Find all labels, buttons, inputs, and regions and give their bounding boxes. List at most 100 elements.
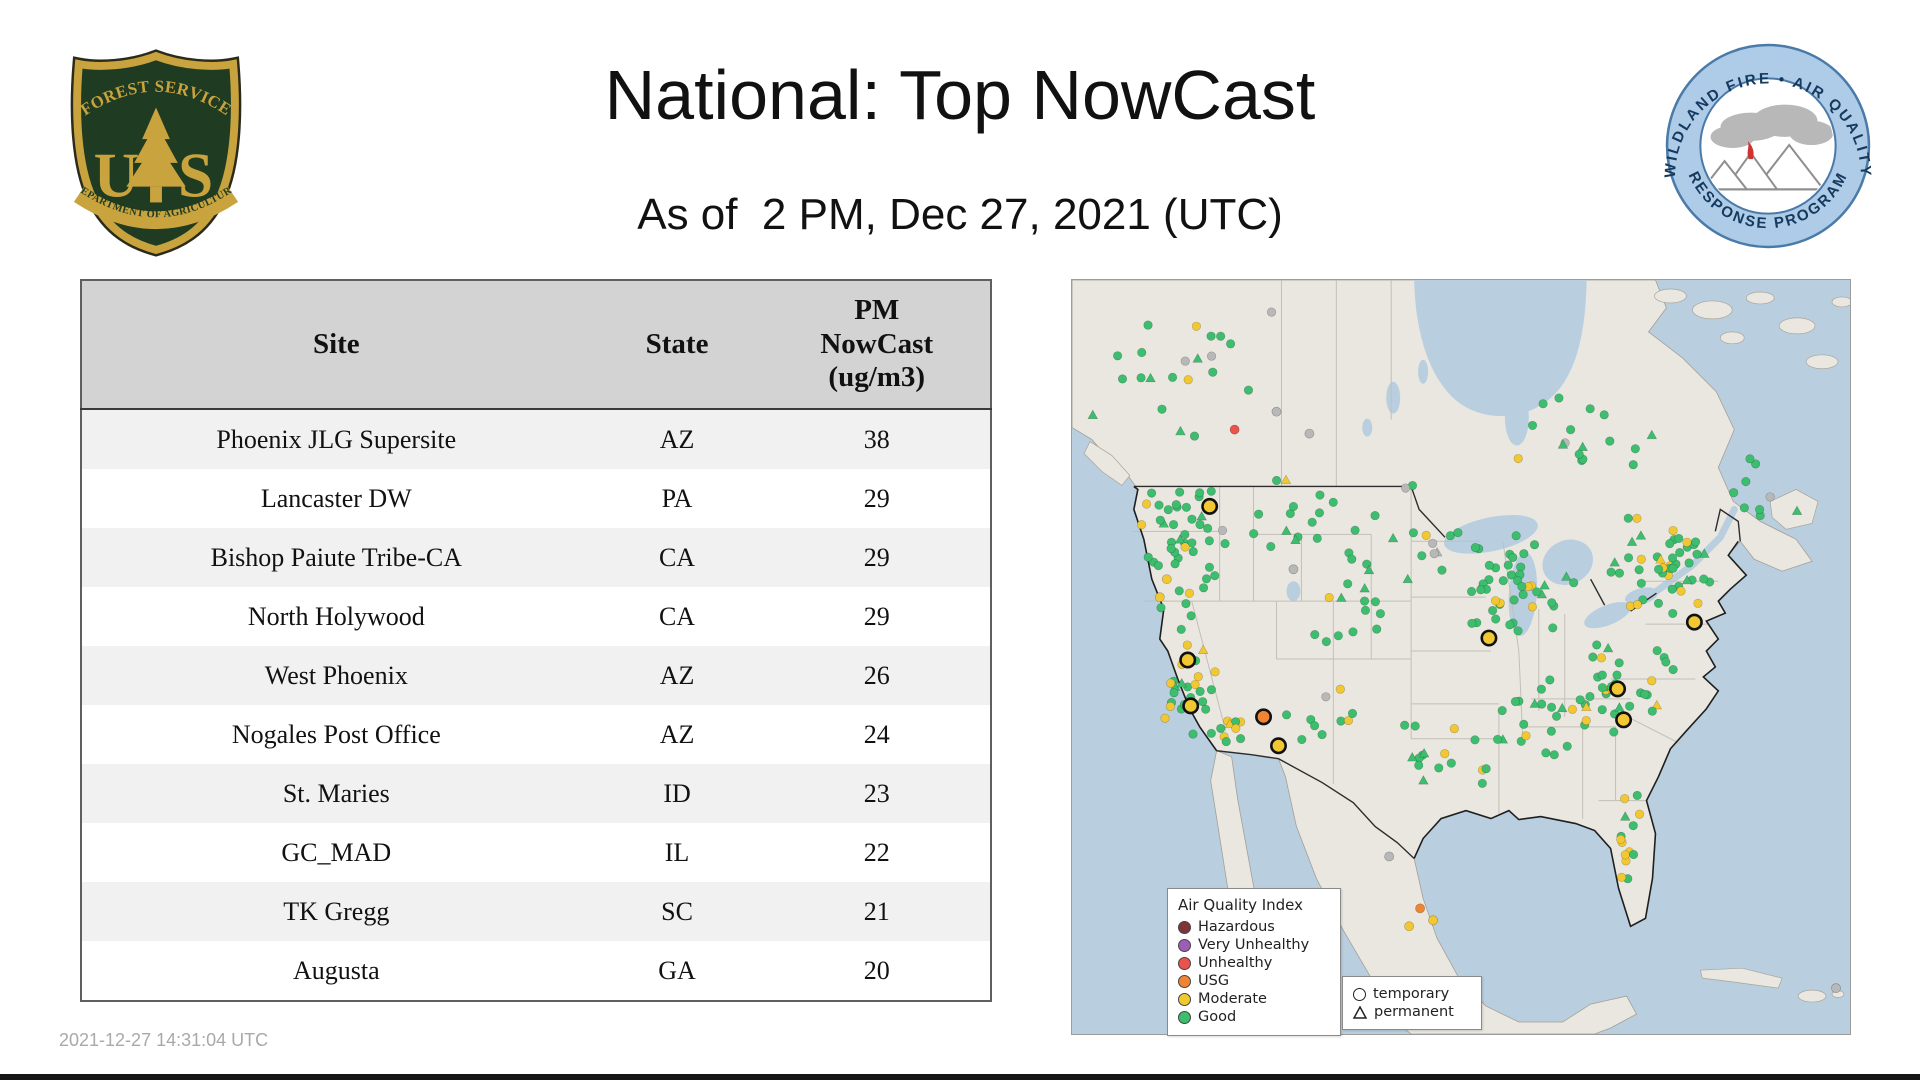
pm-nowcast-cell: 29 xyxy=(863,542,890,572)
state-cell: SC xyxy=(661,896,693,926)
temporary-monitor-dot xyxy=(1497,705,1507,716)
temporary-monitor-dot xyxy=(1527,420,1538,431)
temporary-monitor-dot xyxy=(1206,728,1216,738)
temporary-monitor-dot xyxy=(1243,385,1254,395)
temporary-monitor-dot xyxy=(1297,734,1307,745)
permanent-monitor-dot xyxy=(1363,564,1375,575)
temporary-monitor-dot xyxy=(1446,758,1456,768)
pm-nowcast-cell: 21 xyxy=(863,896,890,926)
arctic-island xyxy=(1692,300,1733,320)
temporary-monitor-dot xyxy=(1350,525,1360,535)
temporary-monitor-dot xyxy=(1336,716,1346,726)
temporary-monitor-dot xyxy=(1307,517,1317,527)
temporary-monitor-dot xyxy=(1693,598,1703,608)
report-time-subtitle: As of 2 PM, Dec 27, 2021 (UTC) xyxy=(637,190,1283,239)
temporary-monitor-dot xyxy=(1676,586,1686,596)
us-canada-border xyxy=(1133,485,1741,612)
temporary-monitor-dot xyxy=(1599,410,1609,420)
col-header-pm-nowcast: PM NowCast (ug/m3) xyxy=(763,280,991,410)
temporary-monitor-dot xyxy=(1562,741,1572,751)
cuba xyxy=(1699,967,1783,989)
permanent-monitor-dot xyxy=(1406,751,1418,762)
state-cell: CA xyxy=(658,601,696,631)
top-site-marker xyxy=(1480,629,1498,647)
col-header-site: Site xyxy=(81,280,591,410)
site-cell: Bishop Paiute Tribe-CA xyxy=(210,542,462,572)
canadian-lake xyxy=(1362,418,1373,437)
arctic-island xyxy=(1831,296,1850,308)
site-cell: St. Maries xyxy=(282,778,390,808)
temporary-monitor-dot xyxy=(1684,558,1694,568)
temporary-monitor-dot xyxy=(1343,715,1354,726)
temporary-monitor-dot xyxy=(1167,372,1178,382)
temporary-monitor-dot xyxy=(1632,600,1643,610)
temporary-monitor-dot xyxy=(1567,704,1577,714)
state-cell: AZ xyxy=(659,424,695,454)
state-cell: PA xyxy=(661,483,693,513)
temporary-monitor-dot xyxy=(1440,749,1450,759)
lake-erie xyxy=(1584,601,1632,629)
temporary-monitor-dot xyxy=(1208,367,1218,377)
temporary-monitor-dot xyxy=(1623,553,1634,563)
temporary-monitor-dot xyxy=(1160,713,1170,723)
temporary-monitor-dot xyxy=(1176,624,1186,634)
temporary-monitor-dot xyxy=(1467,618,1477,628)
temporary-monitor-dot xyxy=(1113,351,1123,361)
temporary-monitor-dot xyxy=(1630,444,1640,454)
temporary-monitor-dot xyxy=(1592,640,1602,650)
temporary-monitor-dot xyxy=(1491,614,1501,624)
vancouver-island xyxy=(1083,441,1131,486)
temporary-monitor-dot xyxy=(1667,553,1678,563)
temporary-monitor-dot xyxy=(1623,513,1633,523)
temporary-legend-label: temporary xyxy=(1373,986,1450,1002)
temporary-monitor-dot xyxy=(1171,500,1181,510)
temporary-monitor-dot xyxy=(1755,504,1765,515)
pm-nowcast-cell: 20 xyxy=(863,955,890,985)
state-cell: GA xyxy=(658,955,696,985)
temporary-monitor-dot xyxy=(1481,764,1491,774)
temporary-monitor-dot xyxy=(1343,579,1353,589)
permanent-monitor-dot xyxy=(1655,553,1666,564)
aqi-legend-label: Unhealthy xyxy=(1198,955,1273,971)
top-nowcast-table-container: Site State PM NowCast (ug/m3) Phoenix JL… xyxy=(80,279,992,1002)
temporary-monitor-dot xyxy=(1636,554,1646,564)
site-cell: West Phoenix xyxy=(264,660,408,690)
permanent-monitor-dot xyxy=(1145,372,1156,383)
state-cell: AZ xyxy=(659,660,695,690)
temporary-monitor-dot xyxy=(1254,509,1264,519)
temporary-monitor-dot xyxy=(1606,567,1616,577)
smoke-plume-icon xyxy=(1710,104,1834,149)
aqi-legend-label: Very Unhealthy xyxy=(1198,937,1310,953)
temporary-monitor-dot xyxy=(1547,598,1557,608)
temporary-monitor-dot xyxy=(1203,523,1213,533)
temporary-monitor-dot xyxy=(1181,599,1191,609)
temporary-monitor-dot xyxy=(1616,834,1626,844)
temporary-monitor-dot xyxy=(1266,307,1277,317)
temporary-monitor-dot xyxy=(1453,528,1463,538)
permanent-monitor-dot xyxy=(1224,718,1236,729)
temporary-monitor-dot xyxy=(1136,373,1146,383)
table-row: Lancaster DW PA 29 xyxy=(81,469,991,528)
temporary-monitor-dot xyxy=(1675,547,1685,558)
temporary-monitor-dot xyxy=(1519,719,1529,729)
temporary-monitor-dot xyxy=(1551,711,1562,721)
temporary-marker-icon xyxy=(1353,987,1366,1001)
temporary-monitor-dot xyxy=(1231,723,1241,733)
temporary-monitor-dot xyxy=(1191,321,1201,331)
very_unhealthy-swatch xyxy=(1178,938,1191,952)
aqi-legend-item: Hazardous xyxy=(1178,919,1330,935)
temporary-monitor-dot xyxy=(1204,562,1215,572)
temporary-monitor-dot xyxy=(1682,537,1692,547)
temporary-monitor-dot xyxy=(1408,528,1419,538)
temporary-monitor-dot xyxy=(1484,560,1494,570)
temporary-monitor-dot xyxy=(1674,533,1684,544)
canadian-lake xyxy=(1418,359,1429,384)
monitor-dots-layer xyxy=(1087,307,1841,994)
permanent-monitor-dot xyxy=(1609,556,1620,567)
temporary-monitor-dot xyxy=(1335,684,1345,694)
temporary-monitor-dot xyxy=(1188,546,1198,557)
aqi-legend-item: Good xyxy=(1178,1009,1330,1025)
temporary-monitor-dot xyxy=(1668,563,1678,573)
temporary-monitor-dot xyxy=(1166,678,1176,688)
col-header-state: State xyxy=(590,280,764,410)
